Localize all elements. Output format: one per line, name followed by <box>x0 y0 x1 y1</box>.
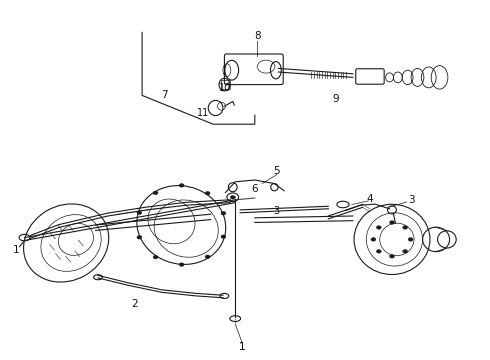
Circle shape <box>179 184 184 187</box>
Circle shape <box>137 211 142 215</box>
Text: 1: 1 <box>239 342 246 352</box>
Text: 10: 10 <box>220 83 232 93</box>
Circle shape <box>230 195 235 199</box>
Circle shape <box>408 238 413 241</box>
Text: 1: 1 <box>12 245 19 255</box>
Text: 5: 5 <box>273 166 280 176</box>
Text: 7: 7 <box>161 90 168 100</box>
Circle shape <box>376 226 381 229</box>
Circle shape <box>371 238 376 241</box>
Text: 1: 1 <box>239 342 246 352</box>
Circle shape <box>403 226 408 229</box>
Text: 11: 11 <box>197 108 210 118</box>
Circle shape <box>403 249 408 253</box>
Circle shape <box>205 192 210 195</box>
Text: 9: 9 <box>332 94 339 104</box>
Circle shape <box>153 191 158 195</box>
Text: 2: 2 <box>131 299 138 309</box>
Circle shape <box>137 235 142 239</box>
Circle shape <box>153 255 158 259</box>
Circle shape <box>221 235 226 239</box>
Circle shape <box>376 249 381 253</box>
Text: 3: 3 <box>274 206 280 216</box>
Text: 8: 8 <box>254 31 261 41</box>
Text: 6: 6 <box>251 184 258 194</box>
Circle shape <box>221 211 226 215</box>
Circle shape <box>179 263 184 266</box>
Circle shape <box>390 255 394 258</box>
Circle shape <box>390 221 394 224</box>
Bar <box>221 80 230 89</box>
Circle shape <box>205 255 210 258</box>
Text: 3: 3 <box>408 195 415 205</box>
Text: 4: 4 <box>367 194 373 204</box>
